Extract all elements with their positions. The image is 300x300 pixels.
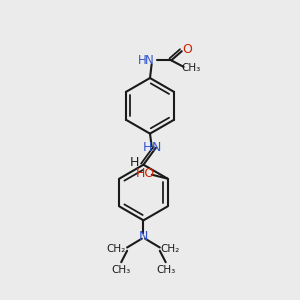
Text: H: H <box>138 54 147 67</box>
Text: H: H <box>143 141 152 154</box>
Text: HO: HO <box>136 167 155 180</box>
Text: H: H <box>130 156 139 169</box>
Text: CH₃: CH₃ <box>156 266 175 275</box>
Text: N: N <box>152 141 161 154</box>
Text: CH₂: CH₂ <box>161 244 180 254</box>
Text: N: N <box>145 54 153 67</box>
Text: CH₃: CH₃ <box>181 63 200 73</box>
Text: CH₂: CH₂ <box>107 244 126 254</box>
Text: O: O <box>183 44 193 56</box>
Text: N: N <box>139 230 148 242</box>
Text: CH₃: CH₃ <box>112 266 131 275</box>
